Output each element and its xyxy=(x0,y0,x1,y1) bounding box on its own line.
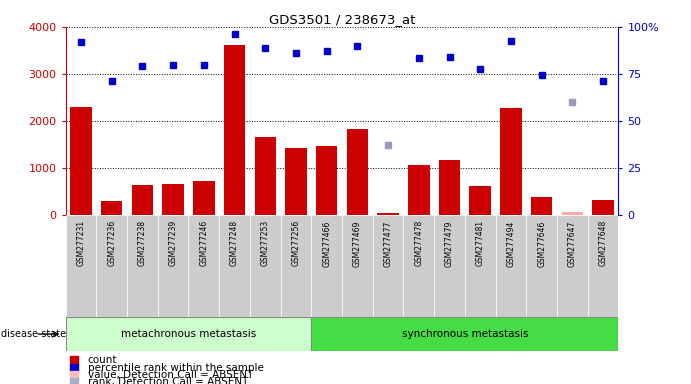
Text: GSM277238: GSM277238 xyxy=(138,220,147,266)
Text: synchronous metastasis: synchronous metastasis xyxy=(401,329,528,339)
Bar xyxy=(96,215,127,317)
Text: GSM277646: GSM277646 xyxy=(537,220,546,266)
Bar xyxy=(312,215,342,317)
Bar xyxy=(250,215,281,317)
Bar xyxy=(408,165,430,215)
Bar xyxy=(224,45,245,215)
Text: GSM277236: GSM277236 xyxy=(107,220,116,266)
Bar xyxy=(285,148,307,215)
Bar xyxy=(316,146,337,215)
Bar xyxy=(434,215,465,317)
Title: GDS3501 / 238673_at: GDS3501 / 238673_at xyxy=(269,13,415,26)
Text: GSM277648: GSM277648 xyxy=(598,220,607,266)
Bar xyxy=(500,108,522,215)
Text: GSM277256: GSM277256 xyxy=(292,220,301,266)
Bar xyxy=(562,212,583,215)
Bar xyxy=(254,137,276,215)
Text: disease state: disease state xyxy=(1,329,66,339)
Bar xyxy=(70,107,92,215)
Text: GSM277647: GSM277647 xyxy=(568,220,577,266)
Bar xyxy=(132,185,153,215)
Bar xyxy=(465,215,495,317)
Bar xyxy=(189,215,219,317)
Text: value, Detection Call = ABSENT: value, Detection Call = ABSENT xyxy=(88,370,253,380)
Text: GSM277466: GSM277466 xyxy=(322,220,331,266)
Text: GSM277469: GSM277469 xyxy=(353,220,362,266)
Text: percentile rank within the sample: percentile rank within the sample xyxy=(88,362,264,372)
Bar xyxy=(469,186,491,215)
Text: GSM277248: GSM277248 xyxy=(230,220,239,266)
Text: GSM277231: GSM277231 xyxy=(77,220,86,266)
Bar xyxy=(66,215,96,317)
Bar xyxy=(557,215,588,317)
Text: GSM277494: GSM277494 xyxy=(507,220,515,266)
Bar xyxy=(439,161,460,215)
Bar xyxy=(588,215,618,317)
Bar xyxy=(162,184,184,215)
Bar xyxy=(342,215,372,317)
Bar xyxy=(531,197,552,215)
Text: GSM277481: GSM277481 xyxy=(475,220,485,266)
Bar xyxy=(66,317,312,351)
Text: GSM277477: GSM277477 xyxy=(384,220,392,266)
Bar xyxy=(193,181,215,215)
Text: count: count xyxy=(88,355,117,366)
Bar xyxy=(281,215,312,317)
Bar xyxy=(312,317,618,351)
Bar xyxy=(495,215,527,317)
Text: GSM277479: GSM277479 xyxy=(445,220,454,266)
Text: GSM277239: GSM277239 xyxy=(169,220,178,266)
Text: GSM277478: GSM277478 xyxy=(415,220,424,266)
Bar xyxy=(158,215,189,317)
Bar xyxy=(377,213,399,215)
Bar xyxy=(527,215,557,317)
Text: GSM277246: GSM277246 xyxy=(199,220,209,266)
Text: metachronous metastasis: metachronous metastasis xyxy=(121,329,256,339)
Bar xyxy=(347,129,368,215)
Bar xyxy=(101,201,122,215)
Bar xyxy=(404,215,434,317)
Text: GSM277253: GSM277253 xyxy=(261,220,269,266)
Bar xyxy=(219,215,250,317)
Bar xyxy=(592,200,614,215)
Bar xyxy=(372,215,404,317)
Text: rank, Detection Call = ABSENT: rank, Detection Call = ABSENT xyxy=(88,377,248,384)
Bar xyxy=(127,215,158,317)
